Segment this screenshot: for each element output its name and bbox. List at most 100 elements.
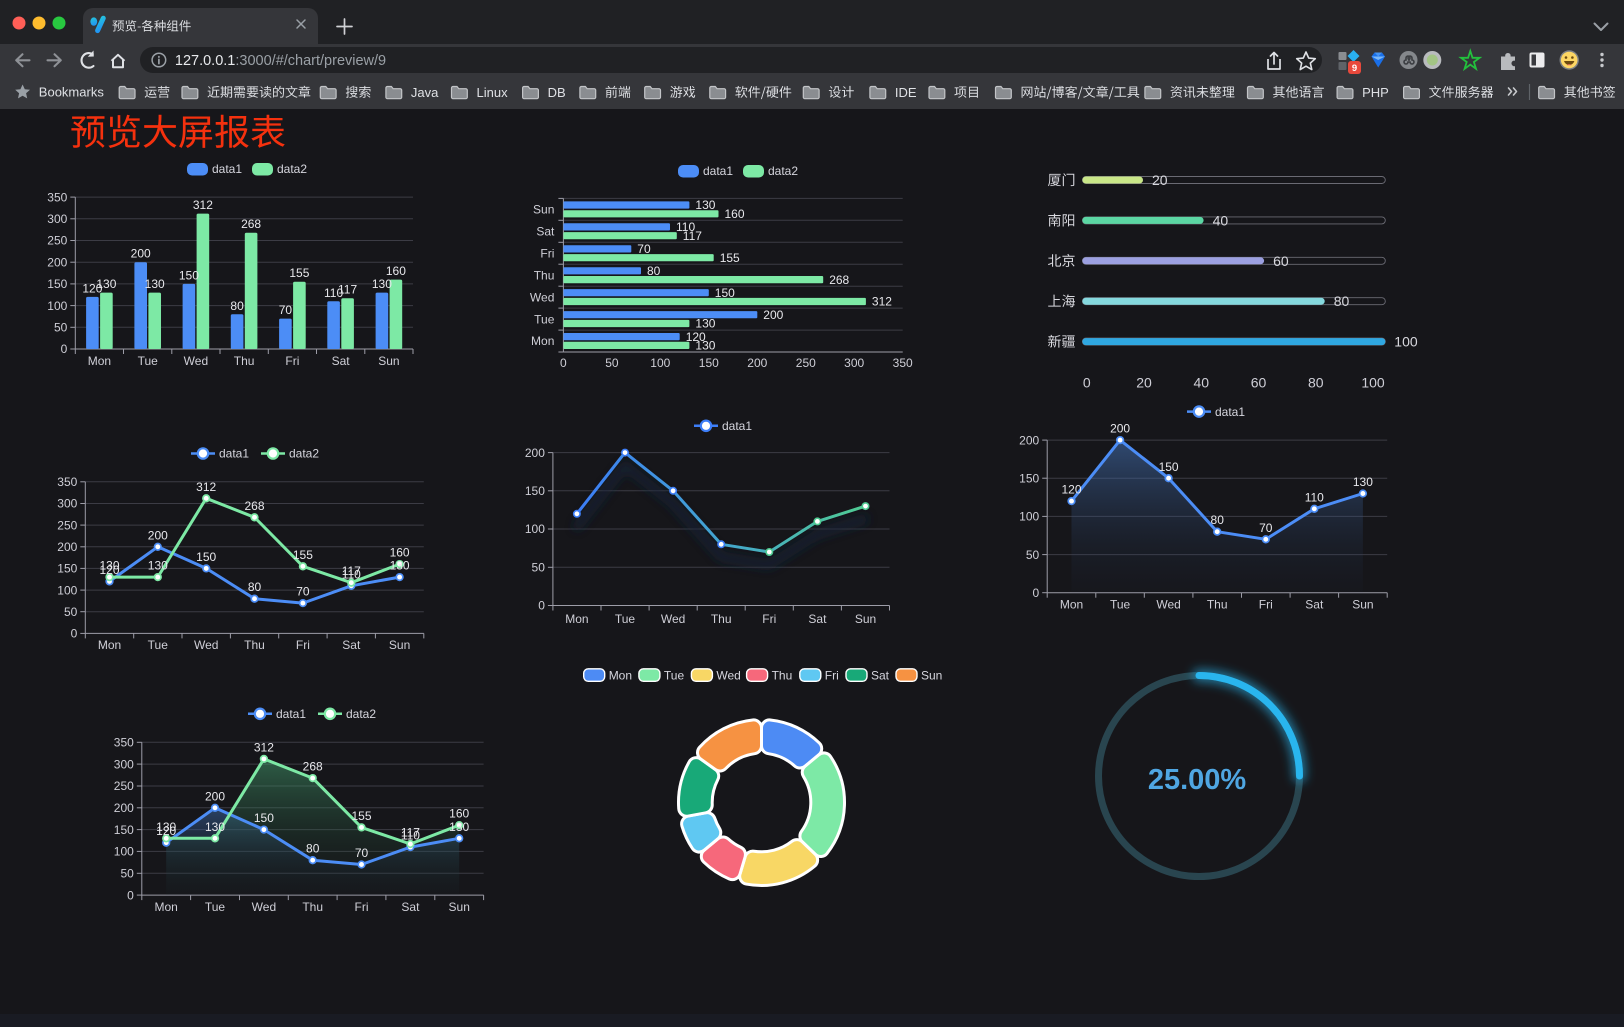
svg-text:50: 50	[532, 561, 546, 575]
svg-text:150: 150	[196, 550, 216, 564]
svg-text:120: 120	[686, 330, 706, 344]
svg-text:Thu: Thu	[234, 354, 255, 368]
svg-text:Sun: Sun	[378, 354, 399, 368]
svg-text:200: 200	[148, 528, 168, 542]
svg-text:350: 350	[47, 190, 67, 204]
svg-text:130: 130	[156, 820, 176, 834]
svg-text:155: 155	[293, 548, 313, 562]
svg-text:268: 268	[829, 273, 849, 287]
svg-text:Mon: Mon	[88, 354, 111, 368]
svg-text:Mon: Mon	[98, 638, 121, 652]
svg-text:Thu: Thu	[244, 638, 265, 652]
svg-text:Tue: Tue	[148, 638, 169, 652]
svg-text:40: 40	[1213, 212, 1229, 228]
svg-text:data1: data1	[219, 447, 249, 461]
svg-text:data1: data1	[212, 162, 242, 176]
svg-text:data1: data1	[703, 164, 733, 178]
svg-text:Sun: Sun	[921, 668, 942, 682]
svg-text:25.00%: 25.00%	[1148, 764, 1247, 796]
svg-text:117: 117	[342, 564, 361, 578]
svg-text:0: 0	[1033, 586, 1040, 600]
svg-text:250: 250	[47, 234, 67, 248]
svg-text:Sun: Sun	[1352, 598, 1373, 612]
svg-text:110: 110	[676, 220, 695, 234]
svg-text:150: 150	[1019, 471, 1039, 485]
svg-text:150: 150	[525, 484, 545, 498]
svg-text:data2: data2	[768, 164, 798, 178]
svg-text:Sat: Sat	[536, 225, 555, 239]
svg-text:0: 0	[560, 356, 567, 370]
svg-text:70: 70	[279, 303, 293, 317]
svg-text:100: 100	[650, 356, 670, 370]
svg-text:80: 80	[248, 580, 262, 594]
svg-text:300: 300	[844, 356, 864, 370]
svg-text:Fri: Fri	[825, 668, 839, 682]
svg-text:117: 117	[683, 229, 702, 243]
svg-text:Tue: Tue	[615, 612, 636, 626]
svg-text:70: 70	[1259, 521, 1273, 535]
svg-text:250: 250	[114, 779, 134, 793]
svg-text:130: 130	[96, 277, 116, 291]
svg-text:Tue: Tue	[1110, 598, 1131, 612]
svg-text:Wed: Wed	[184, 354, 208, 368]
svg-text:Sun: Sun	[533, 203, 554, 217]
svg-text:100: 100	[114, 845, 134, 859]
svg-text:312: 312	[196, 480, 216, 494]
svg-text:Fri: Fri	[296, 638, 310, 652]
svg-text:60: 60	[1251, 375, 1267, 391]
svg-text:150: 150	[179, 268, 199, 282]
svg-text:300: 300	[57, 497, 77, 511]
svg-text:130: 130	[449, 820, 469, 834]
svg-text:80: 80	[306, 842, 320, 856]
svg-text:60: 60	[1273, 253, 1289, 269]
svg-text:Sat: Sat	[332, 354, 351, 368]
svg-text:50: 50	[120, 867, 134, 881]
svg-text:200: 200	[525, 446, 545, 460]
svg-text:Sun: Sun	[389, 638, 410, 652]
svg-text:Mon: Mon	[155, 900, 178, 914]
svg-text:110: 110	[401, 829, 420, 843]
svg-text:250: 250	[796, 356, 816, 370]
svg-text:160: 160	[386, 264, 406, 278]
svg-text:50: 50	[1026, 548, 1040, 562]
svg-text:200: 200	[1019, 433, 1039, 447]
svg-text:Fri: Fri	[355, 900, 369, 914]
svg-text:Thu: Thu	[711, 612, 732, 626]
svg-text:20: 20	[1136, 375, 1152, 391]
svg-text:120: 120	[1061, 483, 1081, 497]
svg-text:Thu: Thu	[302, 900, 323, 914]
svg-text:200: 200	[1110, 422, 1130, 436]
svg-text:Thu: Thu	[534, 268, 555, 282]
svg-text:50: 50	[54, 321, 68, 335]
svg-text:0: 0	[61, 342, 68, 356]
svg-text:268: 268	[244, 499, 264, 513]
svg-text:127.0.0.1:3000/#/chart/preview: 127.0.0.1:3000/#/chart/preview/9	[175, 53, 386, 69]
svg-text:Mon: Mon	[609, 668, 632, 682]
svg-text:130: 130	[372, 277, 392, 291]
svg-text:Linux: Linux	[477, 85, 509, 100]
svg-text:312: 312	[254, 740, 274, 754]
svg-text:200: 200	[763, 308, 783, 322]
svg-text:150: 150	[47, 277, 67, 291]
svg-text:130: 130	[148, 559, 168, 573]
svg-text:312: 312	[193, 198, 213, 212]
svg-text:100: 100	[525, 522, 545, 536]
svg-text:130: 130	[205, 820, 225, 834]
svg-text:150: 150	[1159, 460, 1179, 474]
svg-text:Fri: Fri	[285, 354, 299, 368]
svg-text:0: 0	[127, 888, 134, 902]
svg-text:130: 130	[1353, 475, 1373, 489]
svg-text:Wed: Wed	[530, 290, 554, 304]
svg-text:130: 130	[695, 339, 715, 353]
svg-text:268: 268	[241, 217, 261, 231]
svg-text:155: 155	[289, 266, 309, 280]
svg-text:Tue: Tue	[205, 900, 226, 914]
svg-text:data2: data2	[289, 447, 319, 461]
svg-text:312: 312	[872, 295, 892, 309]
svg-text:350: 350	[57, 475, 77, 489]
svg-text:110: 110	[324, 286, 343, 300]
svg-text:Sun: Sun	[855, 612, 876, 626]
svg-text:130: 130	[390, 559, 410, 573]
svg-text:70: 70	[355, 846, 369, 860]
svg-text:Wed: Wed	[1156, 598, 1180, 612]
